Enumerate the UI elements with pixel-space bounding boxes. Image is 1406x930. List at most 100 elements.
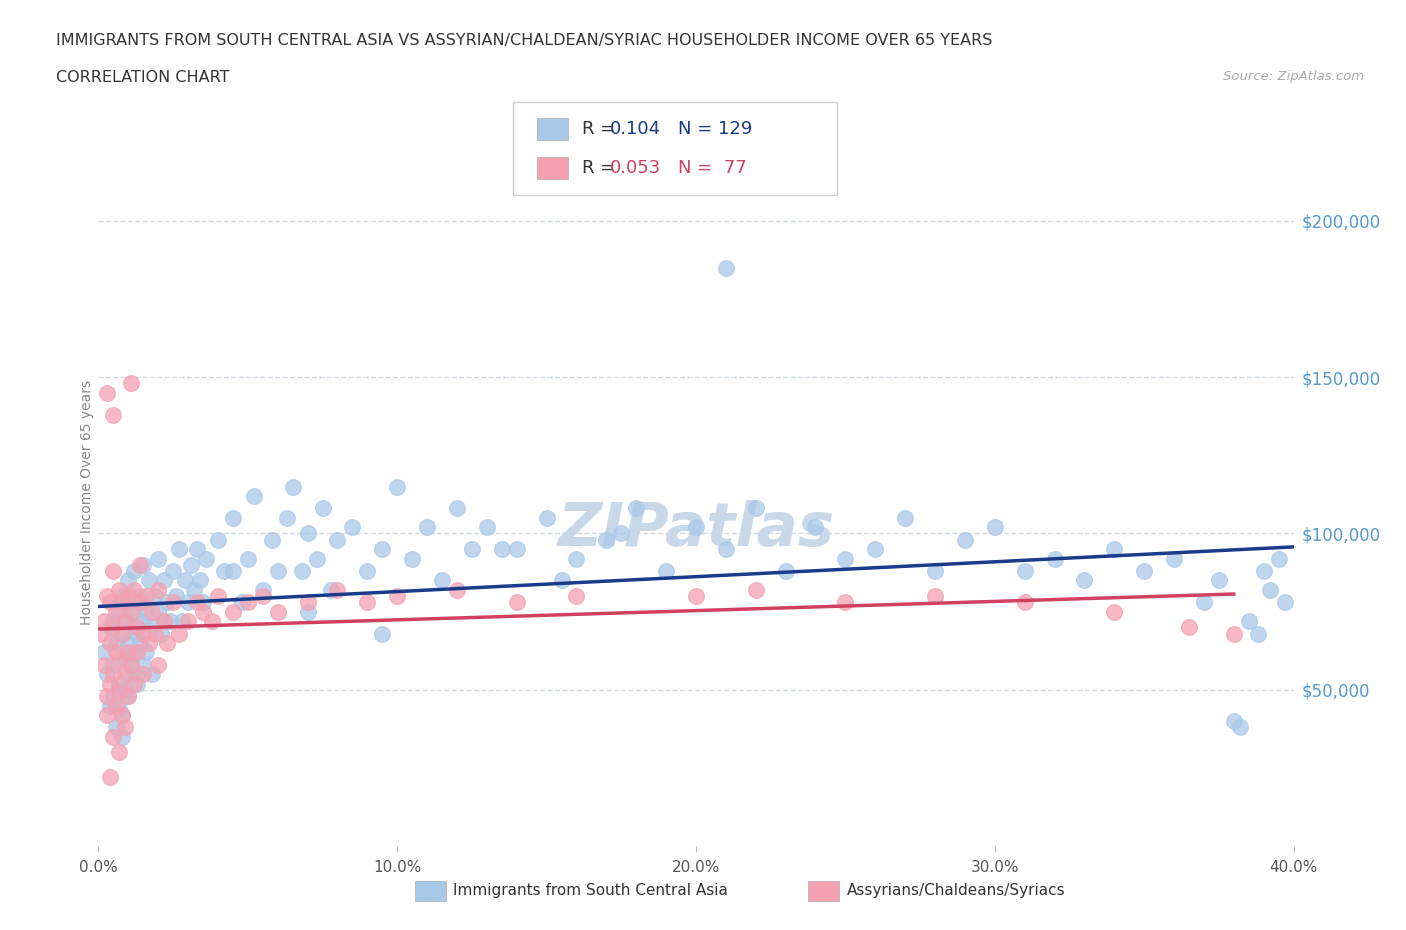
Point <box>100 620 122 635</box>
Point <box>96 708 118 723</box>
Point <box>111 589 134 604</box>
Point <box>132 626 155 641</box>
Point <box>446 501 468 516</box>
Point <box>117 595 139 610</box>
Point <box>90 626 112 641</box>
Point <box>114 720 136 735</box>
Point <box>129 635 152 650</box>
Point <box>141 620 163 635</box>
Point <box>114 667 136 682</box>
Y-axis label: Householder Income Over 65 years: Householder Income Over 65 years <box>80 379 94 625</box>
Point <box>1267 551 1289 566</box>
Point <box>108 683 131 698</box>
Point <box>108 676 131 691</box>
Point <box>326 532 349 547</box>
Point <box>153 614 176 629</box>
Point <box>984 520 1007 535</box>
Point <box>267 564 290 578</box>
Point <box>120 604 142 619</box>
Point <box>714 541 737 556</box>
Point <box>342 520 364 535</box>
Point <box>1163 551 1185 566</box>
Point <box>714 260 737 275</box>
Point <box>1237 614 1260 629</box>
Point <box>243 488 266 503</box>
Text: ZIPatlas: ZIPatlas <box>557 500 835 559</box>
Point <box>117 689 139 704</box>
Point <box>626 501 648 516</box>
Point <box>165 589 187 604</box>
Text: 0.053: 0.053 <box>610 159 661 178</box>
Point <box>305 551 328 566</box>
Point <box>183 582 205 597</box>
Point <box>124 644 146 659</box>
Point <box>195 551 218 566</box>
Point <box>207 589 229 604</box>
Point <box>536 511 558 525</box>
Point <box>105 698 128 713</box>
Point <box>236 595 259 610</box>
Point <box>1133 564 1156 578</box>
Point <box>1258 582 1281 597</box>
Point <box>745 582 768 597</box>
Text: N =  77: N = 77 <box>678 159 747 178</box>
Point <box>105 644 128 659</box>
Point <box>222 564 245 578</box>
Point <box>135 589 157 604</box>
Point <box>775 564 797 578</box>
Point <box>1229 720 1251 735</box>
Point <box>461 541 484 556</box>
Point <box>1253 564 1275 578</box>
Point <box>865 541 887 556</box>
Point <box>356 564 378 578</box>
Point <box>894 511 917 525</box>
Point <box>167 541 190 556</box>
Point <box>132 557 155 572</box>
Point <box>127 644 149 659</box>
Point <box>1274 595 1296 610</box>
Point <box>191 595 214 610</box>
Point <box>186 541 208 556</box>
Point <box>127 626 149 641</box>
Point <box>93 644 115 659</box>
Point <box>260 532 283 547</box>
Point <box>1178 620 1201 635</box>
Point <box>153 614 176 629</box>
Point <box>148 582 170 597</box>
Point <box>550 573 572 588</box>
Point <box>132 667 155 682</box>
Point <box>385 479 409 494</box>
Point <box>201 614 224 629</box>
Point <box>1014 595 1036 610</box>
Point <box>129 557 152 572</box>
Point <box>172 614 194 629</box>
Point <box>356 595 378 610</box>
Point <box>103 729 125 744</box>
Point <box>321 582 343 597</box>
Point <box>141 604 163 619</box>
Text: CORRELATION CHART: CORRELATION CHART <box>56 70 229 85</box>
Point <box>834 595 856 610</box>
Point <box>100 635 122 650</box>
Point <box>148 604 170 619</box>
Point <box>212 564 235 578</box>
Point <box>103 667 125 682</box>
Point <box>685 520 707 535</box>
Point <box>143 626 166 641</box>
Point <box>167 626 190 641</box>
Text: R =: R = <box>582 120 621 139</box>
Point <box>143 589 166 604</box>
Text: 0.104: 0.104 <box>610 120 661 139</box>
Point <box>117 589 139 604</box>
Point <box>191 604 214 619</box>
Point <box>108 745 131 760</box>
Point <box>385 589 409 604</box>
Point <box>100 676 122 691</box>
Point <box>132 614 155 629</box>
Point <box>267 604 290 619</box>
Point <box>177 614 200 629</box>
Point <box>105 635 128 650</box>
Point <box>114 683 136 698</box>
Point <box>117 689 139 704</box>
Point <box>506 541 529 556</box>
